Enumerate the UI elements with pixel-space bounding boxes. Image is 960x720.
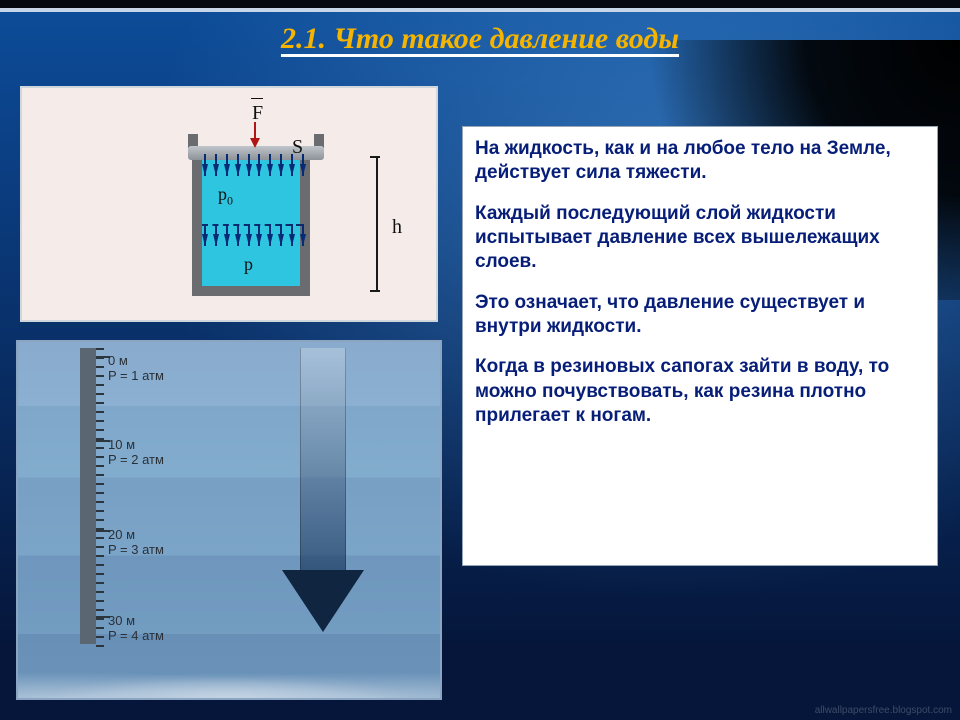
vessel-diagram: F S p0 p h — [22, 88, 436, 320]
paragraph-1: На жидкость, как и на любое тело на Земл… — [475, 137, 925, 186]
label-p: p — [244, 254, 253, 275]
depth-arrow-icon — [284, 348, 362, 648]
pressure-arrows-mid — [202, 234, 306, 246]
explanation-text-panel: На жидкость, как и на любое тело на Земл… — [462, 126, 938, 566]
force-vector-bar — [251, 98, 263, 99]
force-arrow-icon — [254, 122, 256, 146]
depth-pressure-panel: 0 мP = 1 атм 10 мP = 2 атм 20 мP = 3 атм 30… — [16, 340, 442, 700]
pressure-arrows-top — [202, 164, 306, 176]
label-p0-base: p — [218, 184, 227, 204]
depth-label-0m: 0 мP = 1 атм — [108, 354, 164, 384]
label-p0: p0 — [218, 184, 233, 209]
slide-title: 2.1. Что такое давление воды — [0, 22, 960, 56]
slide: 2.1. Что такое давление воды F S — [0, 0, 960, 720]
paragraph-3: Это означает, что давление существует и … — [475, 291, 925, 340]
depth-label-10m: 10 мP = 2 атм — [108, 438, 164, 468]
depth-ruler — [80, 348, 96, 644]
label-p0-sub: 0 — [227, 194, 233, 208]
height-bracket — [362, 156, 378, 292]
paragraph-2: Каждый последующий слой жидкости испытыв… — [475, 202, 925, 275]
watermark-credit: allwallpapersfree.blogspot.com — [815, 705, 952, 716]
vessel-diagram-panel: F S p0 p h — [20, 86, 438, 322]
depth-label-30m: 30 мP = 4 атм — [108, 614, 164, 644]
top-stripe — [0, 0, 960, 8]
wave-bottom — [18, 668, 440, 698]
paragraph-4: Когда в резиновых сапогах зайти в воду, … — [475, 355, 925, 428]
label-h: h — [392, 216, 402, 239]
top-line — [0, 8, 960, 12]
mid-dashed-line — [202, 224, 302, 226]
label-s: S — [292, 136, 303, 159]
depth-label-20m: 20 мP = 3 атм — [108, 528, 164, 558]
